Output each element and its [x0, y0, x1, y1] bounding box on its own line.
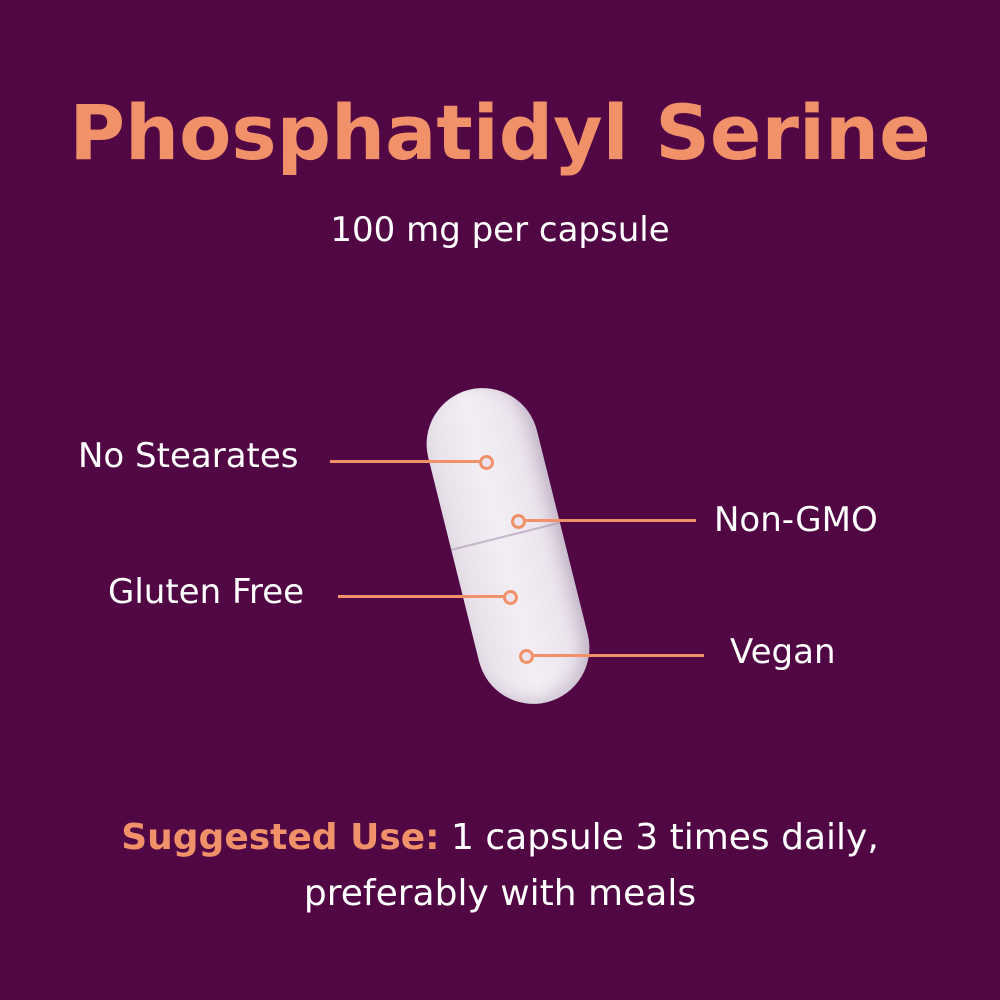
feature-label-vegan: Vegan [730, 632, 836, 672]
suggested-use-line2: preferably with meals [303, 873, 697, 914]
capsule-seam [451, 521, 561, 551]
callout-dot [519, 649, 534, 664]
callout-line [532, 654, 704, 657]
suggested-use-line1: 1 capsule 3 times daily, [451, 817, 879, 858]
callout-dot [479, 455, 494, 470]
capsule-image [414, 376, 602, 716]
callout-dot [503, 590, 518, 605]
feature-label-gluten-free: Gluten Free [108, 572, 305, 612]
dosage-subtitle: 100 mg per capsule [330, 210, 670, 250]
feature-label-no-stearates: No Stearates [78, 436, 299, 476]
product-title: Phosphatidyl Serine [69, 88, 931, 177]
callout-line [330, 460, 480, 463]
callout-dot [511, 514, 526, 529]
callout-line [520, 519, 696, 522]
callout-line [338, 595, 504, 598]
suggested-use-label: Suggested Use: [121, 817, 440, 858]
suggested-use: Suggested Use: 1 capsule 3 times daily, … [0, 810, 1000, 922]
feature-label-non-gmo: Non-GMO [714, 500, 878, 540]
